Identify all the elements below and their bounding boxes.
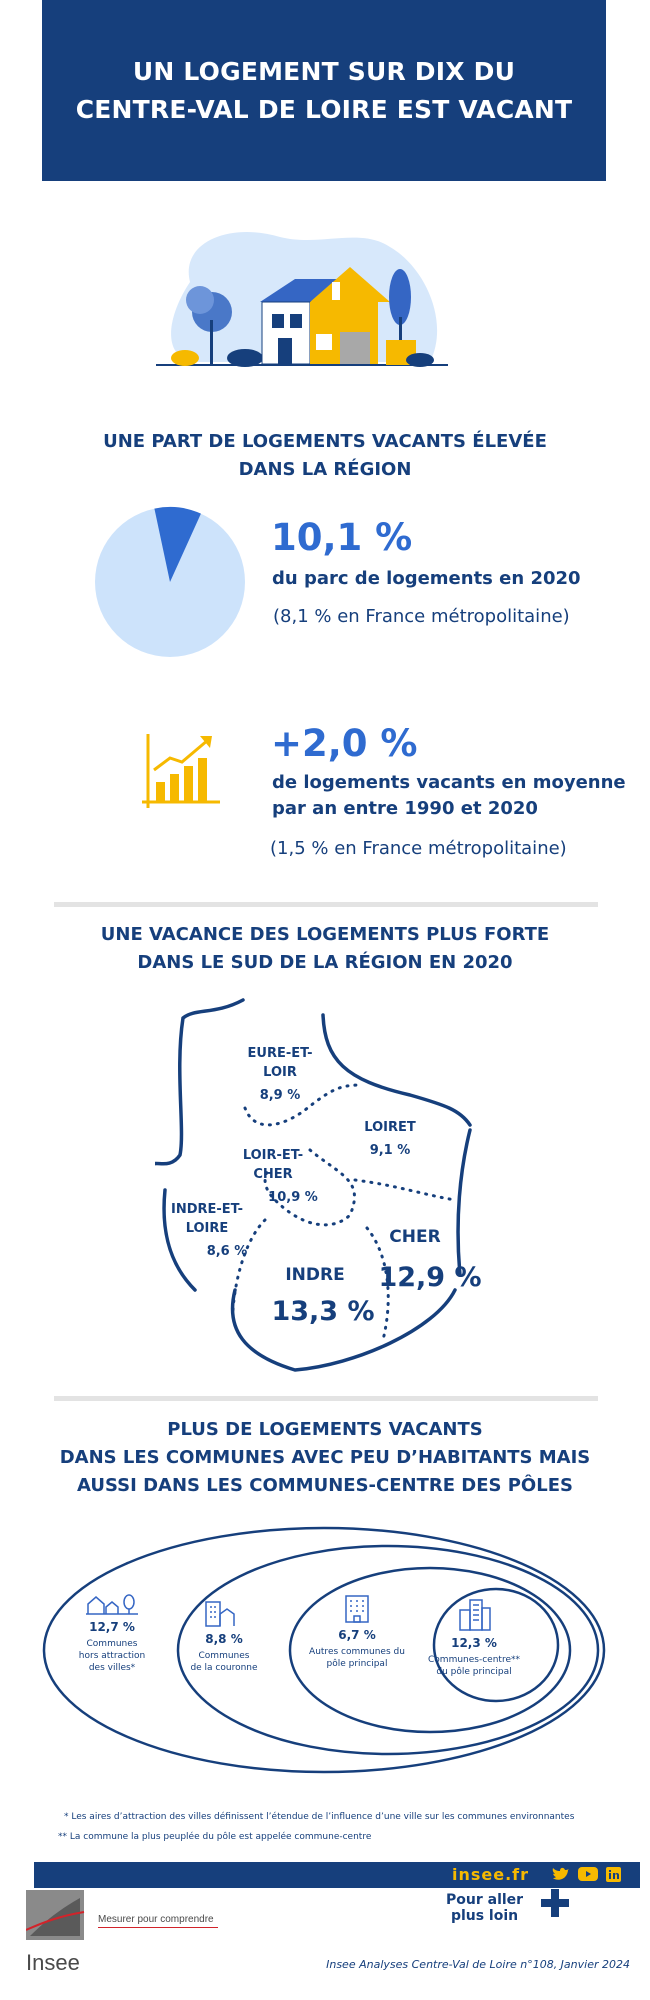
growth-comparison: (1,5 % en France métropolitaine) <box>270 838 567 859</box>
section-3-title-line-1: PLUS DE LOGEMENTS VACANTS <box>167 1419 483 1440</box>
category-label-line: Communes <box>86 1639 138 1649</box>
category-label-line: Communes <box>198 1651 250 1661</box>
dept-value: 8,6 % <box>206 1244 248 1259</box>
category-label: Communes-centre** du pôle principal <box>424 1654 524 1678</box>
divider-1 <box>54 902 598 907</box>
house-illustration <box>156 232 448 367</box>
site-link[interactable]: insee.fr <box>452 1865 530 1884</box>
dept-indre: INDRE <box>285 1265 345 1285</box>
category-label-line: du pôle principal <box>436 1667 512 1677</box>
dept-value: 10,9 % <box>268 1190 318 1205</box>
dept-value: 8,9 % <box>259 1088 301 1103</box>
map-outline-west <box>162 1188 197 1292</box>
share-comparison: (8,1 % en France métropolitaine) <box>273 606 570 627</box>
category-label-line: Autres communes du <box>309 1647 405 1657</box>
category-label-line: de la couronne <box>190 1663 258 1673</box>
dept-cher: CHER <box>370 1228 460 1247</box>
plus-icon[interactable] <box>540 1888 570 1918</box>
category-label: Communes de la couronne <box>182 1650 266 1674</box>
growth-chart-icon <box>142 734 220 808</box>
section-2-title-line-1: UNE VACANCE DES LOGEMENTS PLUS FORTE <box>100 924 550 945</box>
section-1-title-line-1: UNE PART DE LOGEMENTS VACANTS ÉLEVÉE <box>103 431 547 452</box>
dept-indre-et-loire: INDRE-ET- LOIRE 8,6 % <box>162 1200 252 1261</box>
category-suburb: 8,8 % Communes de la couronne <box>182 1628 266 1674</box>
share-label: du parc de logements en 2020 <box>272 568 581 589</box>
category-city-center: 12,3 % Communes-centre** du pôle princip… <box>424 1632 524 1678</box>
section-3-title-line-2: DANS LES COMMUNES AVEC PEU D’HABITANTS M… <box>59 1447 591 1468</box>
map-outline-south <box>230 1288 457 1372</box>
category-village: 12,7 % Communes hors attraction des vill… <box>66 1616 158 1674</box>
page-title: UN LOGEMENT SUR DIX DU CENTRE-VAL DE LOI… <box>76 53 573 129</box>
building-icon <box>345 1595 369 1623</box>
more-info-link[interactable]: Pour aller plus loin <box>446 1892 523 1924</box>
growth-label: de logements vacants en moyenne par an e… <box>272 770 626 822</box>
map-outline-northwest <box>155 998 245 1166</box>
insee-brand: Insee <box>26 1950 80 1975</box>
dept-loiret: LOIRET 9,1 % <box>350 1118 430 1160</box>
dept-name: LOIR-ET- <box>242 1148 304 1163</box>
pie-slice-vacant <box>154 507 201 582</box>
dept-name: LOIR <box>263 1065 297 1080</box>
category-value: 8,8 % <box>205 1632 243 1646</box>
vacancy-share-pie <box>95 507 245 657</box>
section-1-title-line-2: DANS LA RÉGION <box>238 459 412 480</box>
dept-name: LOIRE <box>185 1221 229 1236</box>
tagline: Mesurer pour comprendre <box>98 1914 218 1928</box>
city-icon <box>459 1599 491 1631</box>
village-icon <box>86 1594 138 1615</box>
dept-cher-value: 12,9 % <box>378 1262 482 1293</box>
page-header: UN LOGEMENT SUR DIX DU CENTRE-VAL DE LOI… <box>42 0 606 181</box>
footnote-2: ** La commune la plus peuplée du pôle es… <box>58 1832 372 1842</box>
dept-name: CHER <box>389 1227 441 1247</box>
growth-value: +2,0 % <box>271 722 418 765</box>
category-value: 12,3 % <box>451 1636 497 1650</box>
category-label-line: des villes* <box>88 1663 136 1673</box>
dept-indre-value: 13,3 % <box>271 1296 375 1327</box>
divider-2 <box>54 1396 598 1401</box>
region-map <box>155 998 472 1372</box>
youtube-icon[interactable] <box>578 1867 598 1882</box>
more-info-line-2: plus loin <box>450 1908 519 1924</box>
dept-name: INDRE-ET- <box>170 1202 244 1217</box>
category-value: 6,7 % <box>338 1628 376 1642</box>
title-line-2: CENTRE-VAL DE LOIRE EST VACANT <box>75 94 573 124</box>
category-value: 12,7 % <box>89 1620 135 1634</box>
footnote-1: * Les aires d’attraction des villes défi… <box>64 1812 575 1822</box>
growth-label-line-2: par an entre 1990 et 2020 <box>272 798 538 819</box>
title-line-1: UN LOGEMENT SUR DIX DU <box>132 56 516 86</box>
dept-value: 9,1 % <box>369 1143 411 1158</box>
category-label-line: Communes-centre** <box>428 1655 520 1665</box>
nested-area-ellipses <box>42 1526 606 1774</box>
suburb-icon <box>205 1601 235 1627</box>
share-value: 10,1 % <box>271 516 413 559</box>
section-2-title: UNE VACANCE DES LOGEMENTS PLUS FORTE DAN… <box>0 921 650 977</box>
category-label: Autres communes du pôle principal <box>302 1646 412 1670</box>
dept-eure-et-loir: EURE-ET- LOIR 8,9 % <box>240 1044 320 1105</box>
category-label-line: pôle principal <box>326 1659 388 1669</box>
section-3-title-line-3: AUSSI DANS LES COMMUNES-CENTRE DES PÔLES <box>77 1475 573 1496</box>
section-1-title: UNE PART DE LOGEMENTS VACANTS ÉLEVÉE DAN… <box>0 428 650 484</box>
dept-loir-et-cher: LOIR-ET- CHER 10,9 % <box>228 1146 318 1207</box>
footer-bar: insee.fr <box>34 1862 640 1888</box>
map-outline-northeast <box>321 1013 472 1127</box>
map-outline-east <box>456 1128 472 1277</box>
twitter-icon[interactable] <box>552 1867 570 1882</box>
dept-name: EURE-ET- <box>247 1046 313 1061</box>
insee-logo-icon <box>26 1890 85 1940</box>
publication-reference: Insee Analyses Centre-Val de Loire n°108… <box>326 1958 630 1971</box>
dept-name: CHER <box>253 1167 293 1182</box>
more-info-line-1: Pour aller <box>446 1892 524 1908</box>
growth-label-line-1: de logements vacants en moyenne <box>272 772 626 793</box>
section-2-title-line-2: DANS LE SUD DE LA RÉGION EN 2020 <box>137 952 513 973</box>
linkedin-icon[interactable] <box>606 1867 621 1882</box>
dept-name: LOIRET <box>364 1120 416 1135</box>
category-other-pole: 6,7 % Autres communes du pôle principal <box>302 1624 412 1670</box>
category-label-line: hors attraction <box>78 1651 146 1661</box>
section-3-title: PLUS DE LOGEMENTS VACANTS DANS LES COMMU… <box>0 1416 650 1500</box>
category-label: Communes hors attraction des villes* <box>66 1638 158 1674</box>
